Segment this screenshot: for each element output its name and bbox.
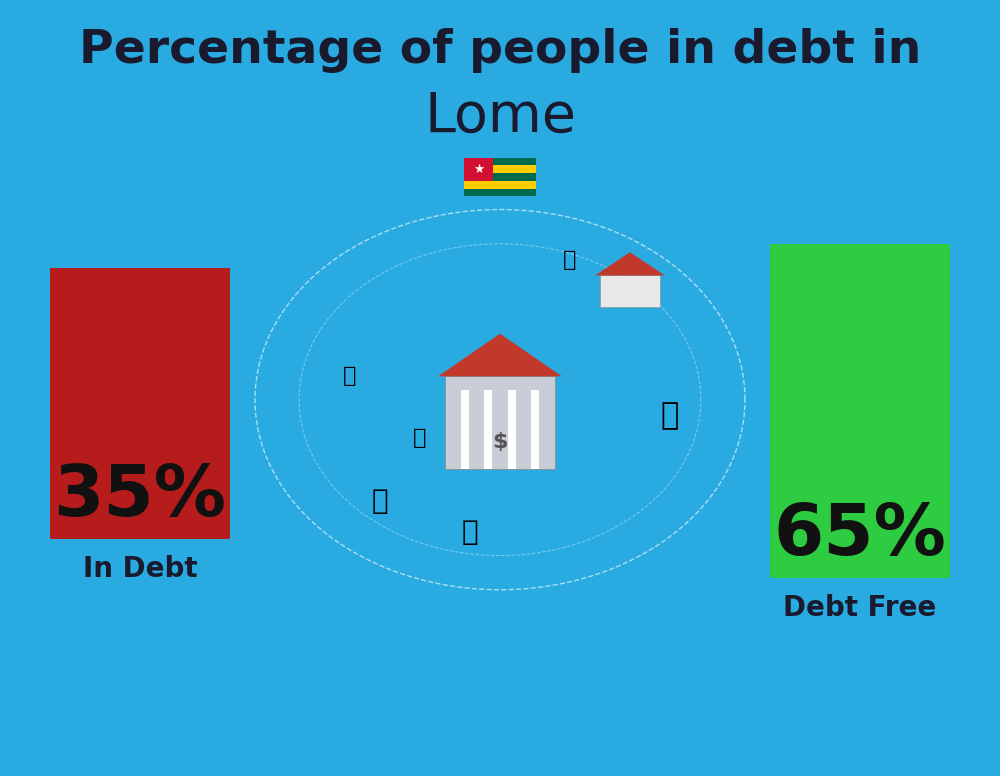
Polygon shape — [438, 334, 562, 376]
Text: In Debt: In Debt — [83, 555, 197, 583]
Bar — [600, 275, 660, 307]
Text: 65%: 65% — [774, 501, 946, 570]
Text: 35%: 35% — [54, 462, 226, 531]
Bar — [464, 158, 493, 181]
Text: 💼: 💼 — [372, 487, 388, 514]
Bar — [464, 165, 536, 173]
Bar — [464, 189, 536, 196]
Text: 💰: 💰 — [563, 250, 577, 270]
Bar — [484, 390, 492, 469]
Text: ★: ★ — [473, 163, 484, 175]
Bar — [508, 390, 516, 469]
Text: 💵: 💵 — [413, 428, 427, 449]
Bar — [770, 244, 950, 578]
Polygon shape — [595, 252, 665, 275]
Bar — [464, 173, 536, 181]
Bar — [531, 390, 539, 469]
Text: $: $ — [492, 432, 508, 452]
Text: 🎓: 🎓 — [661, 400, 679, 430]
Bar — [464, 181, 536, 189]
Bar — [461, 390, 469, 469]
Text: Percentage of people in debt in: Percentage of people in debt in — [79, 28, 921, 73]
Text: Debt Free: Debt Free — [783, 594, 937, 622]
Text: 🔒: 🔒 — [343, 366, 357, 386]
Text: Lome: Lome — [424, 89, 576, 144]
Text: 🚗: 🚗 — [462, 518, 478, 546]
Bar — [50, 268, 230, 539]
Bar — [464, 158, 536, 165]
Bar — [445, 376, 555, 469]
